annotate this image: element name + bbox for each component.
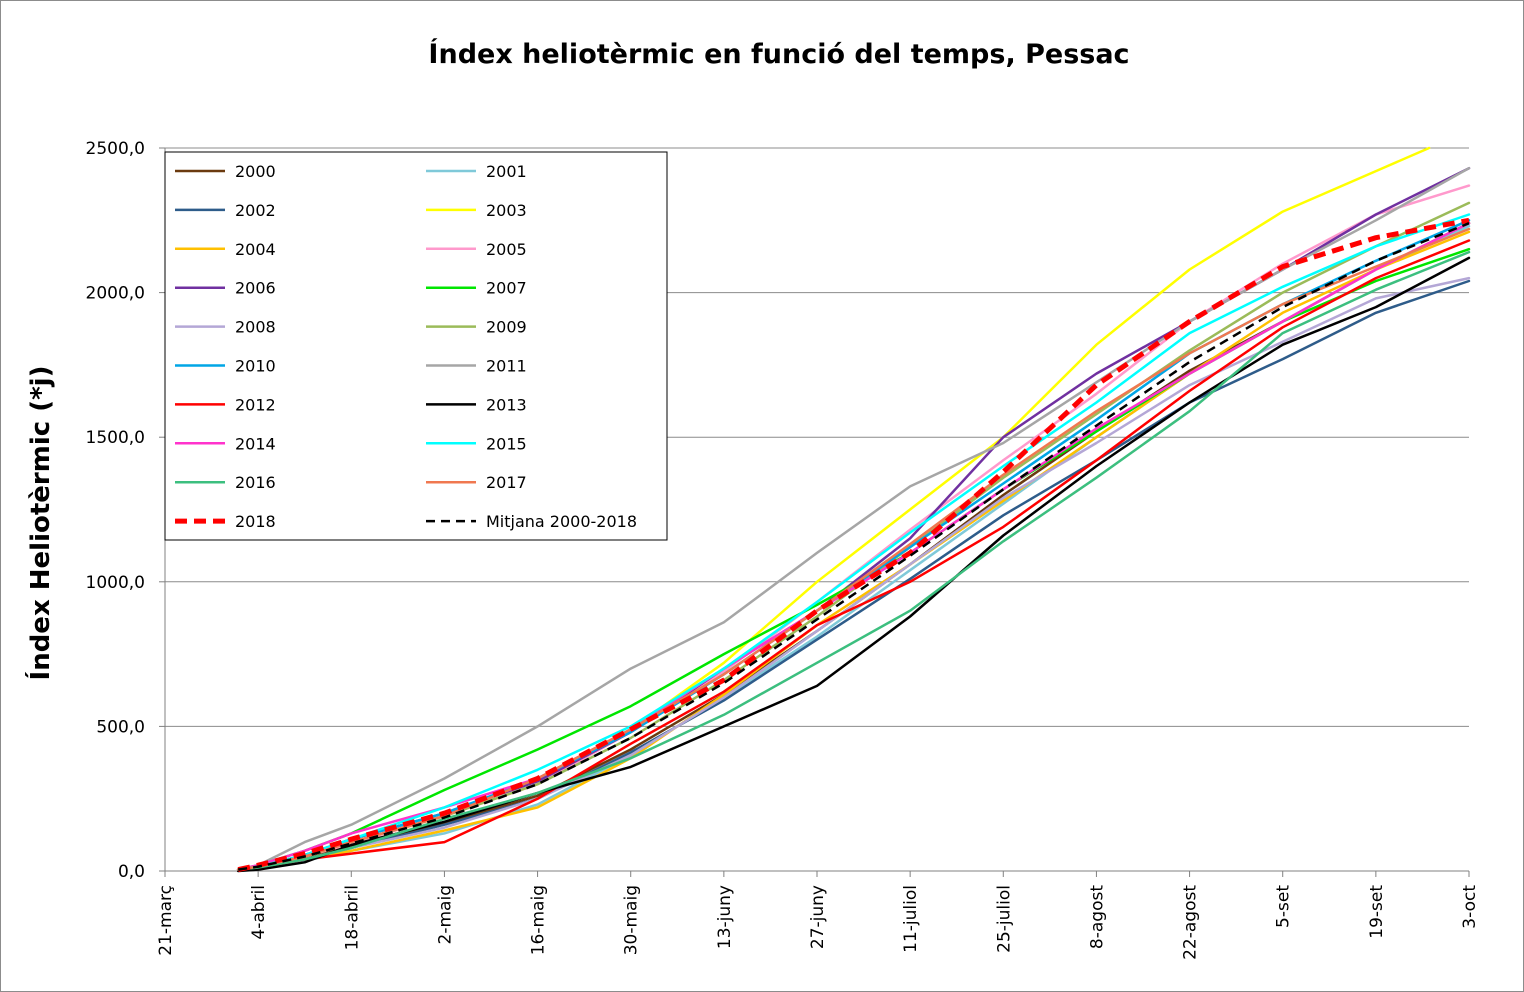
legend-label: 2016 bbox=[235, 473, 276, 492]
y-tick-label: 1000,0 bbox=[86, 573, 145, 593]
legend-label: Mitjana 2000-2018 bbox=[486, 512, 637, 531]
x-tick-label: 18-abril bbox=[342, 885, 362, 950]
legend-label: 2017 bbox=[486, 473, 527, 492]
y-tick-label: 2500,0 bbox=[86, 139, 145, 159]
legend-label: 2015 bbox=[486, 434, 527, 453]
x-tick-label: 4-abril bbox=[249, 885, 269, 940]
legend-label: 2011 bbox=[486, 357, 527, 376]
x-tick-label: 3-oct bbox=[1460, 885, 1480, 929]
x-tick-label: 5-set bbox=[1274, 885, 1294, 928]
legend-label: 2009 bbox=[486, 318, 527, 337]
chart-title: Índex heliotèrmic en funció del temps, P… bbox=[428, 38, 1129, 70]
series-line-mitjana-2000-2018 bbox=[238, 222, 1470, 871]
x-tick-label: 13-juny bbox=[715, 885, 735, 949]
legend-label: 2006 bbox=[235, 279, 276, 298]
legend-label: 2000 bbox=[235, 162, 276, 181]
legend-label: 2010 bbox=[235, 357, 276, 376]
y-tick-label: 1500,0 bbox=[86, 428, 145, 448]
legend-label: 2014 bbox=[235, 434, 276, 453]
y-tick-label: 500,0 bbox=[96, 717, 145, 737]
x-tick-label: 16-maig bbox=[529, 885, 549, 955]
legend-label: 2001 bbox=[486, 162, 527, 181]
legend-label: 2018 bbox=[235, 512, 276, 531]
series-layer bbox=[236, 146, 1471, 873]
series-line-2018 bbox=[237, 217, 1470, 873]
legend-label: 2003 bbox=[486, 201, 527, 220]
x-tick-label: 30-maig bbox=[622, 885, 642, 955]
y-axis-label: Índex Heliotèrmic (*j) bbox=[24, 366, 56, 681]
legend-label: 2007 bbox=[486, 279, 527, 298]
legend-label: 2005 bbox=[486, 240, 527, 259]
x-tick-label: 11-juliol bbox=[901, 885, 921, 953]
x-tick-label: 25-juliol bbox=[994, 885, 1014, 953]
series-line-2014 bbox=[236, 221, 1471, 871]
legend-label: 2012 bbox=[235, 395, 276, 414]
x-tick-label: 19-set bbox=[1367, 885, 1387, 939]
y-tick-label: 2000,0 bbox=[86, 284, 145, 304]
legend-label: 2002 bbox=[235, 201, 276, 220]
legend-label: 2013 bbox=[486, 395, 527, 414]
x-tick-label: 8-agost bbox=[1087, 885, 1107, 949]
x-tick-label: 27-juny bbox=[808, 885, 828, 949]
series-line-2016 bbox=[236, 250, 1471, 871]
legend-label: 2004 bbox=[235, 240, 276, 259]
axes-layer: 0,0 500,0 1000,0 1500,0 2000,0 2500,0 21-març 4… bbox=[86, 139, 1480, 960]
series-line-2015 bbox=[236, 213, 1471, 871]
x-tick-label: 21-març bbox=[156, 885, 176, 956]
legend-box bbox=[164, 151, 668, 541]
x-tick-label: 2-maig bbox=[435, 885, 455, 944]
x-tick-label: 22-agost bbox=[1181, 885, 1201, 960]
series-line-2012 bbox=[236, 239, 1471, 871]
legend: 2000 2001 2002 2003 2004 2005 2006 2007 2008 2009… bbox=[164, 151, 668, 541]
y-tick-label: 0,0 bbox=[118, 862, 145, 882]
legend-label: 2008 bbox=[235, 318, 276, 337]
